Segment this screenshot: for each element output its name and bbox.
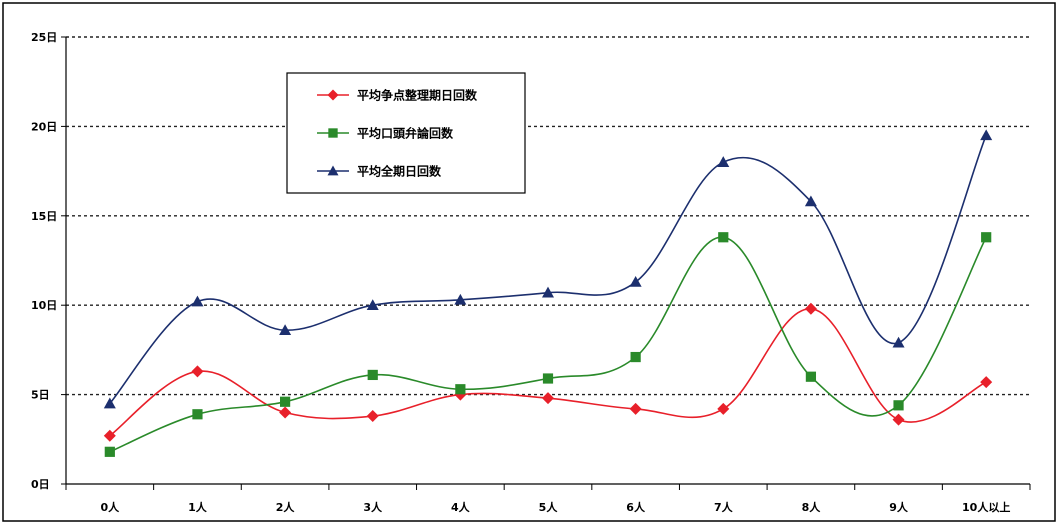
data-point [279, 324, 292, 336]
data-point [629, 275, 642, 287]
x-tick-label: 4人 [451, 500, 471, 514]
y-axis-tick-labels: 0日 5日 10日 15日 20日 25日 [31, 31, 57, 491]
data-point [279, 396, 291, 407]
data-point [366, 410, 379, 423]
data-point [542, 392, 554, 405]
legend-item-0: 平均争点整理期日回数 [317, 88, 478, 103]
x-axis-tick-labels: 0人 1人 2人 3人 4人 5人 6人 7人 8人 9人 10人以上 [100, 500, 1010, 514]
data-point [191, 365, 204, 378]
data-point [103, 397, 116, 409]
y-tick-label: 0日 [31, 478, 50, 491]
series-line-0 [109, 307, 987, 437]
legend-item-2: 平均全期日回数 [317, 164, 442, 179]
data-point [892, 413, 905, 426]
data-point [804, 195, 817, 207]
series-lines [103, 129, 993, 457]
data-point [454, 293, 467, 305]
y-tick-label: 15日 [31, 210, 57, 223]
data-point [980, 376, 993, 389]
legend-label: 平均全期日回数 [357, 164, 442, 179]
x-tick-label: 3人 [363, 500, 383, 514]
x-tick-label: 5人 [539, 500, 559, 514]
axes [61, 36, 1031, 490]
data-point [366, 299, 379, 310]
y-tick-label: 20日 [31, 120, 57, 133]
data-point [892, 336, 905, 348]
data-point [103, 429, 116, 442]
series-0 [103, 302, 993, 442]
data-point [192, 409, 203, 420]
x-tick-label: 7人 [714, 500, 734, 514]
data-point [191, 295, 204, 307]
y-tick-label: 10日 [31, 299, 57, 312]
x-tick-label: 0人 [100, 500, 120, 514]
legend-swatch-marker [328, 128, 338, 138]
data-point [718, 232, 729, 243]
series-line-1 [109, 236, 987, 453]
data-point [717, 156, 730, 167]
data-point [980, 129, 993, 141]
data-point [455, 384, 466, 395]
data-point [893, 400, 904, 411]
legend-item-1: 平均口頭弁論回数 [317, 126, 454, 141]
data-point [367, 369, 378, 381]
data-point [104, 446, 115, 457]
x-tick-label: 1人 [188, 500, 208, 514]
data-point [542, 373, 554, 384]
x-tick-label: 10人以上 [962, 500, 1010, 514]
y-tick-label: 25日 [31, 31, 57, 44]
data-point [717, 402, 730, 415]
data-point [981, 232, 992, 243]
legend-label: 平均口頭弁論回数 [357, 126, 454, 141]
data-point [805, 371, 817, 382]
data-point [630, 351, 641, 363]
legend-swatch-marker [327, 89, 339, 101]
data-point [804, 302, 817, 315]
y-tick-label: 5日 [31, 389, 50, 402]
x-tick-label: 2人 [276, 500, 296, 514]
x-tick-label: 9人 [889, 500, 909, 514]
series-1 [104, 232, 992, 457]
legend-swatch-marker [327, 165, 339, 176]
series-2 [103, 129, 993, 409]
data-point [279, 406, 292, 419]
legend-label: 平均争点整理期日回数 [357, 88, 478, 103]
data-point [542, 286, 554, 298]
x-tick-label: 6人 [626, 500, 646, 514]
data-point [629, 402, 642, 415]
series-line-2 [109, 134, 987, 405]
x-tick-label: 8人 [802, 500, 822, 514]
